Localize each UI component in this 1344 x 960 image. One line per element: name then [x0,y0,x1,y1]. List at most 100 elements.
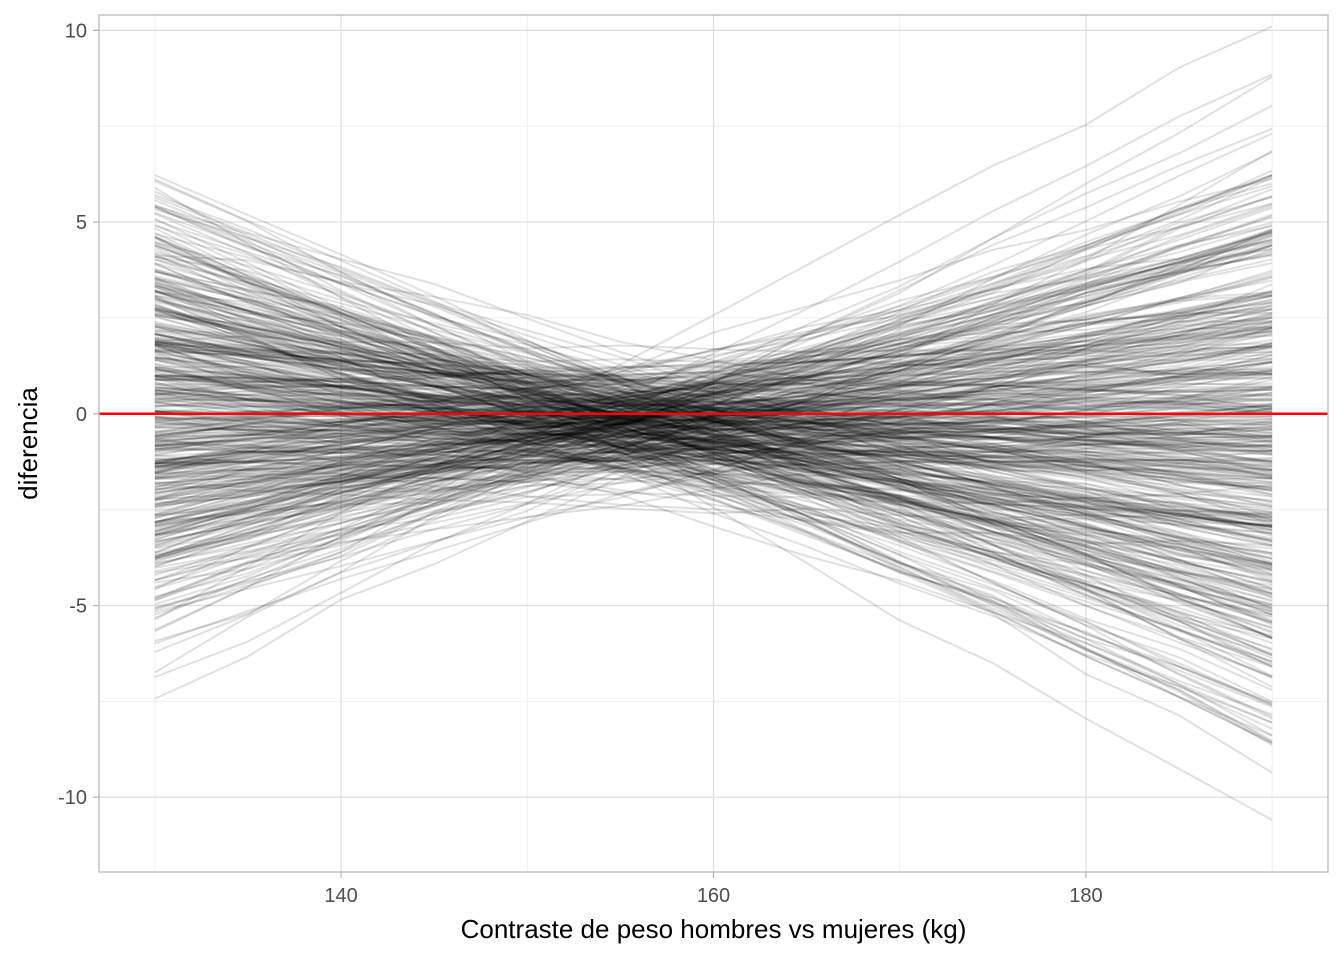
series-line [154,283,1273,663]
series-line [154,174,1273,606]
series-line [154,291,1273,570]
series-line [154,212,1273,730]
series-line [154,386,1273,437]
series-line [154,351,1273,419]
series-line [154,177,1273,509]
series-line [154,285,1273,678]
series-line [154,348,1273,428]
series-line [154,443,1273,528]
series-line [154,404,1273,436]
series-line [154,188,1273,619]
series-line [154,368,1273,417]
series-line [154,292,1273,520]
series-line [154,360,1273,464]
series-line [154,325,1273,569]
series-line [154,342,1273,449]
series-line [154,244,1273,501]
series-line [154,294,1273,502]
series-line [154,311,1273,557]
series-line [154,386,1273,463]
series-line [154,268,1273,613]
series-line [154,401,1273,523]
series-line [154,307,1273,447]
series-line [154,332,1273,464]
series-line [154,397,1273,507]
series-line [154,340,1273,411]
series-line [154,425,1273,523]
series-line [154,255,1273,616]
series-line [154,291,1273,489]
series-line [154,270,1273,599]
series-line [154,305,1273,446]
series-line [154,296,1273,596]
series-line [154,343,1273,589]
series-line [154,250,1273,506]
series-line [154,345,1273,519]
series-line [154,274,1273,513]
series-line [154,458,1273,489]
series-line [154,421,1273,491]
series-line [154,244,1273,668]
series-line [154,418,1273,486]
series-line [154,314,1273,536]
series-line [154,376,1273,467]
series-line [154,190,1273,720]
series-line [154,253,1273,525]
series-line [154,415,1273,439]
series-line [154,392,1273,527]
series-line [154,301,1273,590]
series-line [154,296,1273,580]
series-line [154,256,1273,531]
series-line [154,387,1273,450]
series-line [154,450,1273,483]
series-line [154,410,1273,535]
series-line [154,338,1273,514]
series-line [154,428,1273,474]
series-line [154,323,1273,578]
series-line [154,358,1273,565]
series-line [154,231,1273,516]
series-line [154,398,1273,473]
series-line [154,391,1273,414]
x-axis-ticks: 140 160 180 [324,872,1103,907]
series-line [154,378,1273,529]
series-line [154,332,1273,529]
series-line [154,383,1273,514]
series-line [154,421,1273,449]
series-line [154,251,1273,563]
series-line [154,361,1273,463]
series-line [154,275,1273,576]
series-line [154,276,1273,619]
series-line [154,237,1273,679]
series-line [154,391,1273,464]
series-line [154,294,1273,468]
series-line [154,414,1273,470]
series-line [154,269,1273,582]
series-line [154,409,1273,527]
series-line [154,350,1273,542]
series-line [154,326,1273,524]
series-line [154,401,1273,458]
series-line [154,294,1273,527]
series-line [154,345,1273,547]
y-tick-label: 10 [65,20,87,42]
series-line [154,333,1273,497]
series-line [154,291,1273,437]
series-line [154,339,1273,560]
series-line [154,290,1273,549]
series-line [154,275,1273,520]
series-line [154,343,1273,584]
series-line [154,374,1273,393]
series-line [154,368,1273,443]
series-line [154,206,1273,668]
series-line [154,388,1273,427]
series-line [154,420,1273,485]
series-line [154,284,1273,607]
series-line [154,358,1273,496]
series-line [154,308,1273,566]
series-line [154,386,1273,434]
series-line [154,311,1273,437]
series-line [154,247,1273,488]
series-line [154,214,1273,541]
